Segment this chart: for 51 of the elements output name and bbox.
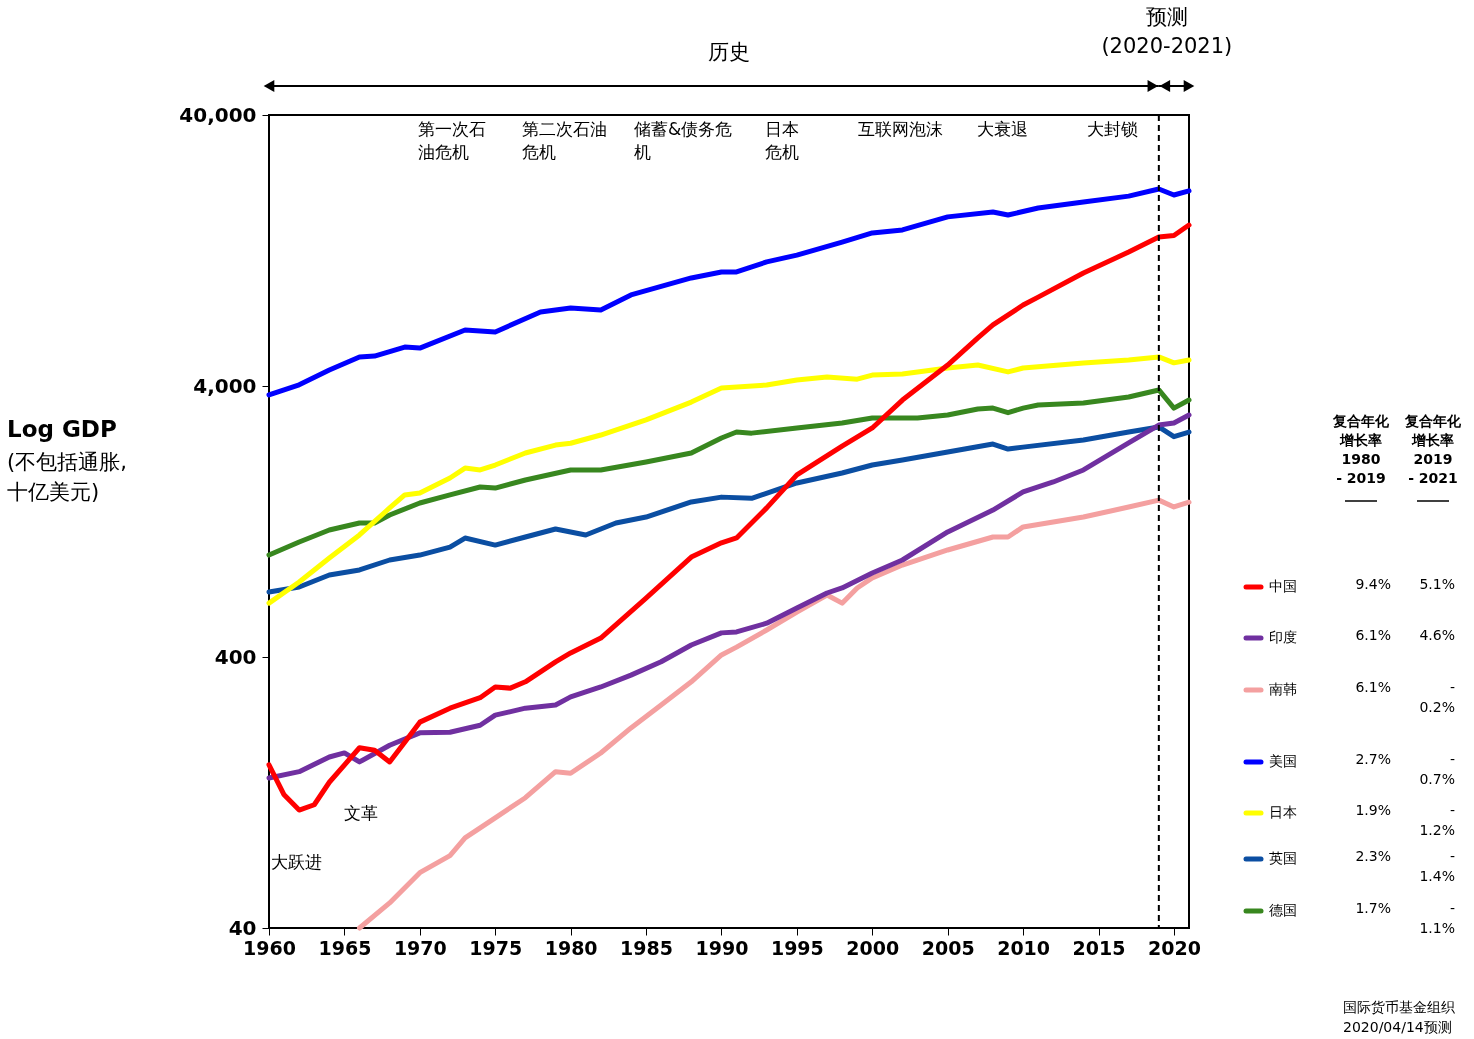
annotation: 大封锁 xyxy=(1087,119,1138,139)
x-tick-label: 2015 xyxy=(1072,936,1126,959)
x-tick-label: 1980 xyxy=(544,936,598,959)
annotation: 互联网泡沫 xyxy=(858,119,943,139)
text: 1.9% xyxy=(1355,802,1391,818)
text: 历史 xyxy=(708,40,750,64)
text: 5.1% xyxy=(1419,576,1455,592)
text: 复合年化增长率 1980 - 2019 xyxy=(1332,413,1390,486)
annotation: 大衰退 xyxy=(977,119,1028,139)
text: 国际货币基金组织 2020/04/14预测 xyxy=(1343,999,1455,1035)
text: - 1.2% xyxy=(1419,802,1455,838)
x-tick-label: 2010 xyxy=(997,936,1051,959)
annotation: 储蓄&债务危机 xyxy=(634,119,733,162)
x-tick-label: 1965 xyxy=(318,936,372,959)
y-axis-title: Log GDP (不包括通胀, 十亿美元) xyxy=(7,416,127,504)
legend-label: 日本 xyxy=(1269,804,1297,820)
y-tick-label: 4,000 xyxy=(193,373,257,398)
annotation: 第二次石油危机 xyxy=(522,119,607,162)
text: 预测 (2020-2021) xyxy=(1101,5,1233,58)
text: - 1.1% xyxy=(1419,900,1455,936)
legend-label: 印度 xyxy=(1269,629,1297,645)
text: 9.4% xyxy=(1355,576,1391,592)
text: 2.3% xyxy=(1355,848,1391,864)
legend-label: 中国 xyxy=(1269,578,1297,594)
legend-label: 德国 xyxy=(1269,902,1297,918)
text: - 1.4% xyxy=(1419,848,1455,884)
text: 4.6% xyxy=(1419,627,1455,643)
y-tick-label: 400 xyxy=(214,644,257,669)
legend-label: 英国 xyxy=(1269,850,1297,866)
text: 2.7% xyxy=(1355,751,1391,767)
x-tick-label: 1975 xyxy=(469,936,523,959)
x-tick-label: 1995 xyxy=(770,936,824,959)
x-tick-label: 1990 xyxy=(695,936,749,959)
text: - 0.7% xyxy=(1419,751,1455,787)
annotation: 日本危机 xyxy=(765,119,799,162)
text: 1.7% xyxy=(1355,900,1391,916)
annotation: 文革 xyxy=(344,803,378,823)
x-tick-label: 1985 xyxy=(620,936,673,959)
x-tick-label: 2000 xyxy=(846,936,900,959)
text: 复合年化增长率 2019 - 2021 xyxy=(1404,413,1462,486)
annotation: 第一次石油危机 xyxy=(418,119,486,162)
text: - 0.2% xyxy=(1419,679,1455,715)
text: 6.1% xyxy=(1355,627,1391,643)
x-tick-label: 2005 xyxy=(921,936,975,959)
x-tick-label: 2020 xyxy=(1147,936,1201,959)
legend-label: 美国 xyxy=(1269,753,1297,769)
y-tick-label: 40,000 xyxy=(179,102,257,127)
annotation: 大跃进 xyxy=(271,852,322,872)
text: 6.1% xyxy=(1355,679,1391,695)
legend-label: 南韩 xyxy=(1269,681,1297,697)
x-tick-label: 1970 xyxy=(393,936,447,959)
